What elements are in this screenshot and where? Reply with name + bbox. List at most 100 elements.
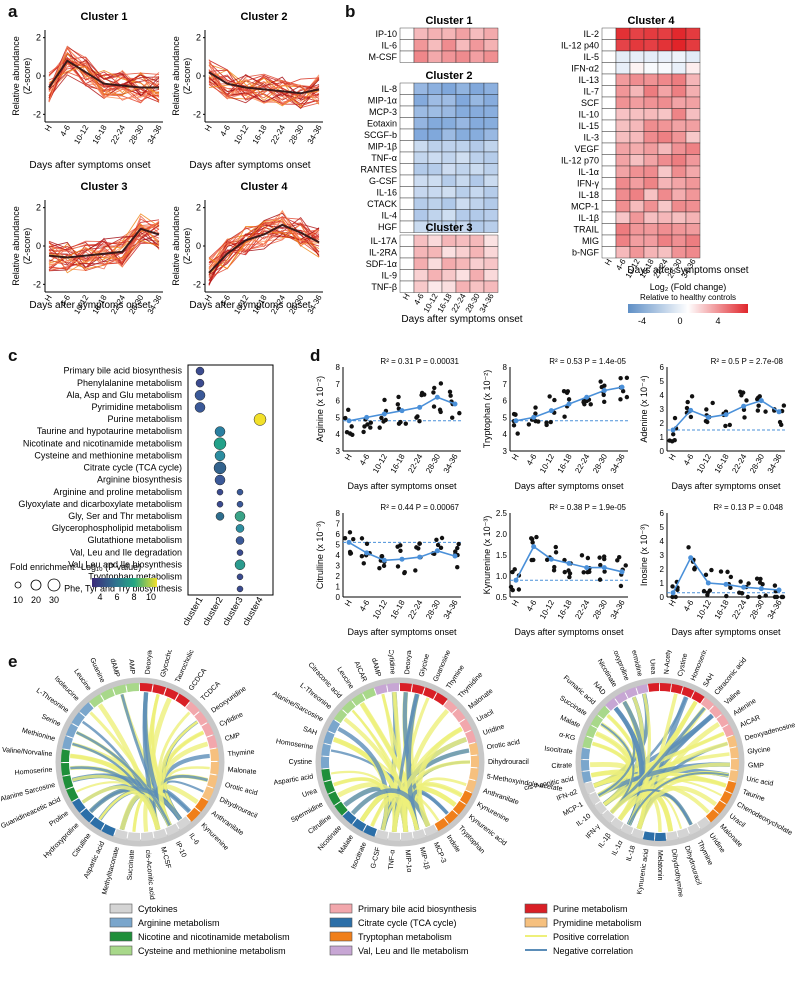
- heatmap-cell: [414, 95, 428, 107]
- heatmap-cell: [428, 118, 442, 130]
- sample-point: [746, 581, 750, 585]
- x-tick-label: 10-12: [371, 598, 389, 621]
- fold-legend-circle: [31, 580, 41, 590]
- sample-point: [737, 590, 741, 594]
- legend-label: Primary bile acid biosynthesis: [358, 904, 477, 914]
- heatmap-cell: [686, 51, 700, 63]
- chord-label: Uridine: [482, 723, 505, 737]
- heatmap-cell: [484, 40, 498, 52]
- heatmap-cell: [644, 166, 658, 178]
- heatmap-cell: [602, 132, 616, 144]
- chord-segment: [365, 828, 375, 833]
- sample-point: [723, 424, 727, 428]
- heatmap-cell: [672, 143, 686, 155]
- legend-swatch: [525, 918, 547, 927]
- mean-point: [688, 408, 693, 413]
- sample-point: [527, 422, 531, 426]
- mean-point: [671, 428, 676, 433]
- chord-segment: [436, 696, 446, 702]
- sample-point: [624, 563, 628, 567]
- enrichment-dot: [214, 438, 226, 450]
- chord-segment: [608, 701, 616, 708]
- pathway-label: Phenylalanine metabolism: [77, 378, 182, 388]
- x-axis-label: Days after symptoms onset: [514, 481, 624, 491]
- sample-point: [625, 395, 629, 399]
- heatmap-cell: [456, 281, 470, 293]
- y-tick-label: 8: [336, 509, 341, 518]
- chord-label: Isocitrate: [350, 841, 368, 870]
- heatmap-cell: [484, 152, 498, 164]
- heatmap-cell: [686, 132, 700, 144]
- heatmap-cell: [470, 270, 484, 282]
- chord-segment: [167, 827, 178, 832]
- heatmap-cell: [428, 210, 442, 222]
- sample-point: [398, 549, 402, 553]
- x-tick-label: 22-24: [573, 598, 591, 621]
- pathway-label: Citrate cycle (TCA cycle): [83, 463, 182, 473]
- chord-segment: [345, 703, 353, 711]
- chord-segment: [83, 705, 91, 714]
- mean-point: [400, 408, 405, 413]
- legend-label: Purine metabolism: [553, 904, 628, 914]
- sample-point: [438, 410, 442, 414]
- heatmap-row-label: IL-7: [583, 86, 599, 96]
- heatmap-cell: [414, 247, 428, 259]
- x-axis-label: Days after symptoms onset: [347, 627, 457, 637]
- heatmap-cell: [470, 152, 484, 164]
- x-tick-label: H: [667, 452, 678, 462]
- heatmap-cell: [686, 235, 700, 247]
- chord-label: Malonate: [227, 767, 256, 776]
- heatmap-cell: [616, 224, 630, 236]
- chord-segment: [413, 833, 424, 836]
- heatmap-cell: [428, 141, 442, 153]
- sample-point: [670, 584, 674, 588]
- heatmap-cell: [414, 118, 428, 130]
- heatmap-cell: [658, 120, 672, 132]
- heatmap-cell: [414, 235, 428, 247]
- chord-segment: [205, 725, 210, 736]
- chord-label: Adenine: [732, 698, 757, 718]
- heatmap-cell: [644, 28, 658, 40]
- y-tick-label: 3: [503, 447, 508, 456]
- heatmap-cell: [484, 221, 498, 233]
- chord-label: Melatonin: [656, 850, 663, 880]
- y-axis-label-line1: Relative abundance: [11, 206, 21, 286]
- heatmap-cell: [686, 74, 700, 86]
- y-tick-label: 2.0: [496, 530, 508, 539]
- chord-label: Glycine: [747, 746, 771, 756]
- chord-label: cis-Aconitic acid: [144, 849, 155, 900]
- heatmap-cell: [470, 83, 484, 95]
- mean-point: [724, 412, 729, 417]
- pathway-label: Purine metabolism: [107, 414, 182, 424]
- y-tick-label: 0: [36, 241, 41, 251]
- heatmap-row-label: IL-10: [578, 109, 599, 119]
- mean-point: [453, 554, 458, 559]
- chord-segment: [644, 835, 654, 837]
- enrichment-dot: [215, 427, 225, 437]
- chord-segment: [354, 697, 364, 703]
- sample-point: [581, 570, 585, 574]
- x-tick-label: 10-12: [371, 452, 389, 475]
- sample-point: [533, 405, 537, 409]
- chord-label: Isocitrate: [544, 746, 573, 756]
- x-axis-label: Days after symptoms onset: [347, 481, 457, 491]
- y-tick-label: -2: [193, 279, 201, 289]
- enrichment-dot: [237, 586, 243, 592]
- heatmap-cell: [484, 51, 498, 63]
- heatmap-row-label: TRAIL: [573, 224, 599, 234]
- heatmap-cell: [686, 166, 700, 178]
- sample-point: [782, 403, 786, 407]
- chord-label: Indole: [445, 834, 461, 854]
- chord-segment: [92, 698, 102, 705]
- heatmap-cell: [414, 83, 428, 95]
- pathway-label: Glutathione metabolism: [87, 535, 182, 545]
- heatmap-cell: [414, 141, 428, 153]
- y-axis-label-line2: (Z-score): [182, 228, 192, 265]
- heatmap-row-label: RANTES: [360, 164, 397, 174]
- heatmap-cell: [644, 212, 658, 224]
- heatmap-cell: [470, 281, 484, 293]
- y-axis-label: Tryptophan (x 10⁻²): [482, 370, 492, 448]
- y-tick-label: 1: [660, 433, 665, 442]
- y-tick-label: 2: [196, 33, 201, 43]
- heatmap-legend-tick: -4: [638, 316, 646, 326]
